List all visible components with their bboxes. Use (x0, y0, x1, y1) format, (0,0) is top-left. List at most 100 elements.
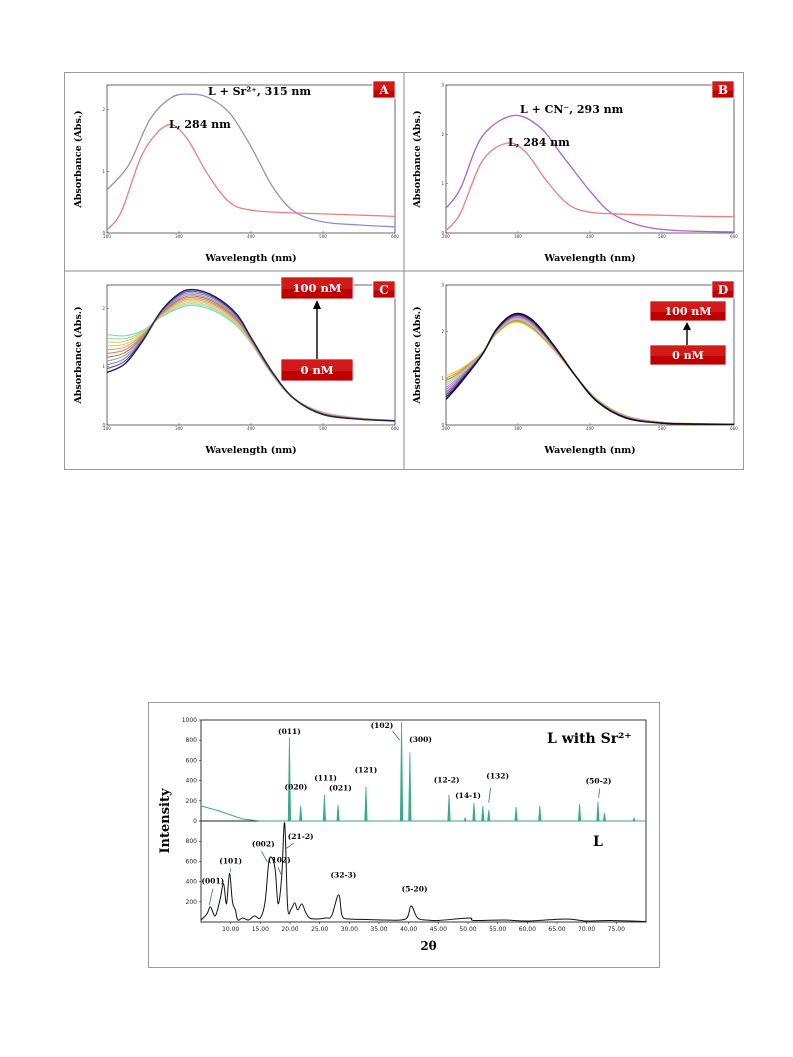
top-peak-12 (514, 806, 518, 822)
x-axis-label: Wavelength (nm) (543, 445, 635, 456)
bottom-pattern: (001) (101) (002) (102) (21-2) (32-3) (5-20) (200, 822, 647, 922)
y-tick-label-top: 200 (186, 798, 198, 805)
top-peak-17 (632, 816, 636, 822)
bottom-peak-arrow-0 (208, 888, 214, 905)
y-tick-label: 3 (441, 283, 444, 288)
top-peak-0 (287, 737, 292, 822)
titration-curve-7 (107, 293, 395, 422)
x-tick-label: 15.00 (252, 926, 269, 933)
top-peak-11 (487, 809, 491, 822)
panel-B: 200 300 400 500 600 0 1 2 3 Wavelength (nm) Absorb… (412, 80, 738, 264)
titration-curve-1 (446, 320, 734, 425)
top-peak-16 (602, 812, 607, 822)
bottom-peak-label-5: (32-3) (330, 871, 356, 880)
y-tick-label: 3 (441, 83, 444, 88)
titration-curve-10 (107, 288, 395, 422)
top-peak-14 (577, 803, 582, 822)
titration-curve-6 (107, 295, 395, 422)
annotation-complex: L + CN⁻, 293 nm (520, 103, 624, 116)
top-peak-2 (322, 794, 327, 822)
x-tick-label: 55.00 (489, 926, 506, 933)
panel-letter-D: D (711, 280, 735, 299)
x-tick-label: 60.00 (519, 926, 536, 933)
panel-C: 200 300 400 500 600 0 1 2 Wavelength (nm) Absorba… (73, 276, 399, 456)
panel-letter-B: B (711, 80, 735, 99)
top-peak-label-4: (121) (355, 766, 378, 775)
top-peak-label-2: (111) (314, 774, 337, 783)
x-tick-label: 400 (247, 426, 255, 431)
top-peak-label-6: (300) (409, 735, 432, 744)
bottom-peak-label-1: (101) (219, 856, 242, 865)
bottom-peak-label-0: (001) (201, 877, 224, 886)
x-tick-label: 600 (391, 234, 399, 239)
x-tick-label: 300 (514, 426, 522, 431)
top-pattern-title: L with Sr²⁺ (547, 731, 632, 747)
y-tick-label-bottom: 400 (186, 879, 198, 886)
x-tick-label: 500 (319, 234, 327, 239)
range-low-label: 0 nM (649, 344, 727, 366)
panel-letter-D-shine (713, 282, 733, 291)
x-tick-label: 200 (442, 234, 450, 239)
top-peak-label-9: (132) (486, 772, 509, 781)
xrd-panels: 0 200 400 600 800 1000 200 400 600 800 10.00 15.00 2… (158, 717, 647, 953)
plot-area (446, 312, 734, 425)
titration-curve-5 (446, 317, 734, 425)
x-tick-label: 300 (175, 234, 183, 239)
top-peak-13 (538, 805, 542, 822)
x-tick-label: 600 (730, 426, 738, 431)
panel-letter-B-shine (713, 82, 733, 91)
x-tick-label: 30.00 (341, 926, 358, 933)
y-axis-label: Absorbance (Abs.) (73, 110, 84, 208)
titration-curve-8 (446, 314, 734, 425)
x-tick-label: 500 (319, 426, 327, 431)
y-tick-label-bottom: 800 (186, 838, 198, 845)
series-line-0 (107, 93, 395, 228)
bottom-peak-label-4: (21-2) (288, 832, 314, 841)
titration-curve-2 (446, 319, 734, 425)
panel-letter-C: C (372, 280, 396, 299)
x-axis-label: Wavelength (nm) (543, 253, 635, 264)
x-tick-label: 300 (514, 234, 522, 239)
panel-letter-A: A (372, 80, 396, 99)
range-high-label-text: 100 nM (292, 281, 341, 295)
series-line-1 (107, 123, 395, 231)
titration-curve-3 (446, 319, 734, 425)
y-tick-label: 2 (102, 107, 105, 112)
top-peak-3 (336, 804, 340, 822)
y-tick-label: 2 (102, 306, 105, 311)
y-tick-label: 0 (441, 423, 444, 428)
y-axis-label: Absorbance (Abs.) (73, 306, 84, 404)
x-axis-label: Wavelength (nm) (204, 253, 296, 264)
plot-area (107, 93, 395, 231)
top-baseline (200, 805, 646, 822)
titration-curve-6 (446, 316, 734, 425)
annotation-ligand: L, 284 nm (169, 118, 231, 131)
y-tick-label: 1 (102, 364, 105, 369)
top-peak-6 (408, 752, 412, 822)
y-axis-label: Absorbance (Abs.) (412, 110, 423, 208)
y-tick-label: 1 (441, 376, 444, 381)
range-high-label-shine (282, 278, 352, 289)
series-line-1 (446, 142, 734, 231)
top-peak-4 (364, 786, 368, 822)
x-tick-label: 40.00 (400, 926, 417, 933)
plot-frame (106, 284, 396, 426)
x-tick-label: 600 (391, 426, 399, 431)
range-low-label-shine (651, 346, 725, 356)
y-tick-label-top: 1000 (182, 717, 197, 724)
titration-curve-4 (446, 318, 734, 425)
titration-curve-10 (446, 312, 734, 425)
bottom-peak-arrow-3 (277, 867, 282, 875)
x-tick-label: 500 (658, 426, 666, 431)
range-arrow-head (313, 300, 321, 309)
y-tick-label-top: 600 (186, 757, 198, 764)
x-tick-label: 200 (442, 426, 450, 431)
bottom-pattern-title: L (593, 834, 603, 850)
range-low-label-text: 0 nM (300, 363, 333, 377)
y-tick-label-top: 0 (193, 818, 197, 825)
panel-letter-C-shine (374, 282, 394, 291)
top-peak-10 (481, 805, 485, 822)
annotation-complex: L + Sr²⁺, 315 nm (208, 85, 311, 98)
bottom-peak-arrow-2 (261, 851, 268, 863)
top-pattern: (011) (020) (111)(021)(121) (102) (300) (12-2… (200, 721, 646, 822)
